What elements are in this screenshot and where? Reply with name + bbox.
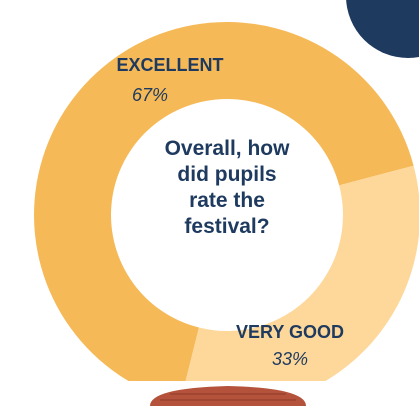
decor-roof-lines [160, 393, 296, 401]
decor-roof [150, 386, 306, 406]
value-label: 67% [132, 85, 168, 105]
category-label: VERY GOOD [236, 322, 344, 342]
donut-slice [34, 22, 414, 381]
decor-circle [346, 0, 419, 58]
category-label: EXCELLENT [116, 55, 223, 75]
center-question: Overall, how did pupils rate the festiva… [164, 137, 290, 238]
donut-slice [185, 165, 419, 381]
value-label: 33% [272, 349, 308, 369]
